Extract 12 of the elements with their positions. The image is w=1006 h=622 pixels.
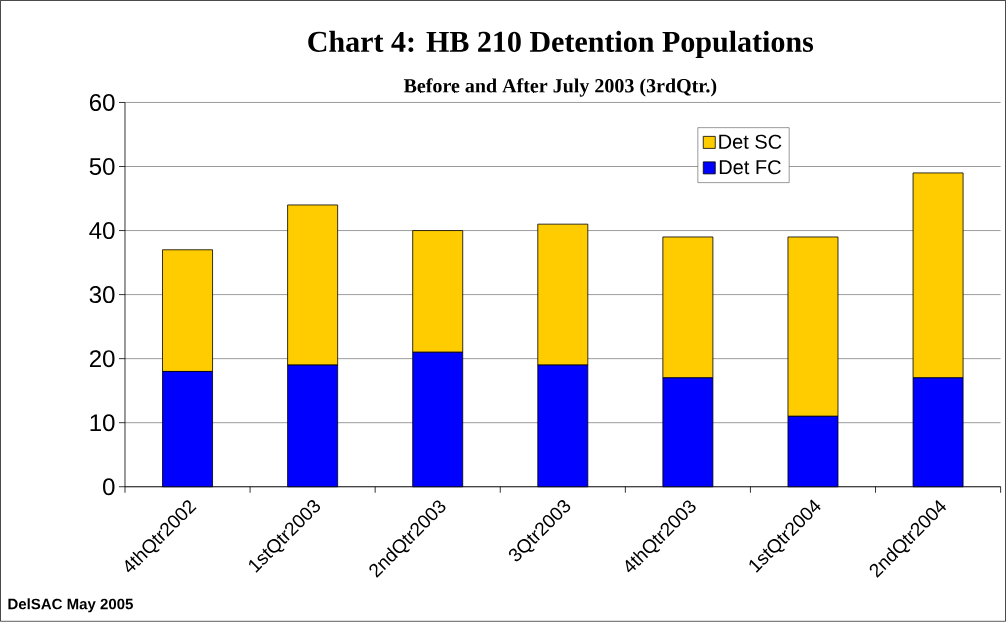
y-tick-label: 50 xyxy=(89,158,115,176)
y-tick-label: 30 xyxy=(89,286,115,304)
y-tick-label: 60 xyxy=(89,94,115,112)
y-tick-label: 20 xyxy=(89,350,115,368)
y-tick-label: 0 xyxy=(103,478,115,496)
legend-label: Det SC xyxy=(719,134,782,149)
chart-title: Chart 4: HB 210 Detention Populations xyxy=(308,30,814,59)
chart-subtitle: Before and After July 2003 (3rdQtr.) xyxy=(403,78,717,97)
text: DelSAC May 2005 xyxy=(8,598,133,613)
y-tick-label: 40 xyxy=(89,222,115,240)
y-tick-label: 10 xyxy=(90,414,115,432)
legend-label: Det FC xyxy=(719,160,781,175)
